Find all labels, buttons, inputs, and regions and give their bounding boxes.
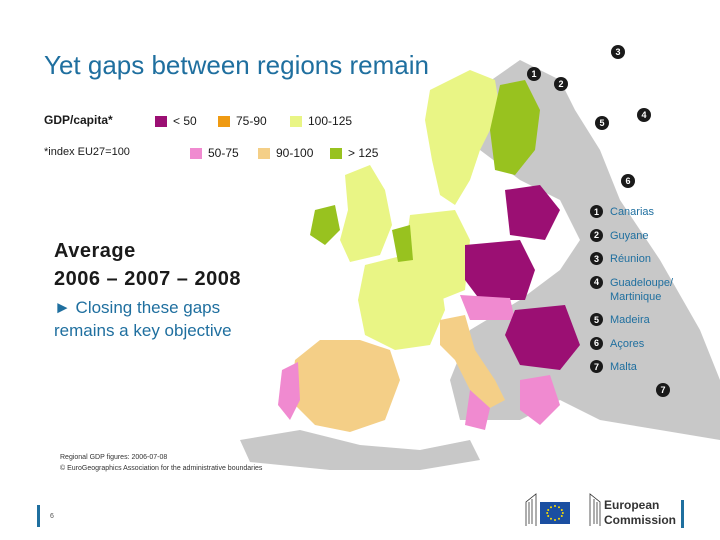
legend-label: > 125 [348, 146, 379, 160]
item-label: Açores [610, 337, 645, 350]
legend-swatch [190, 147, 202, 159]
page-number: 6 [50, 513, 54, 520]
item-label: Réunion [610, 253, 651, 265]
region-ireland [310, 205, 340, 245]
item-number: 3 [590, 252, 603, 265]
legend-swatch [290, 115, 302, 127]
legend-item-90-100: 90-100 [258, 146, 313, 160]
item-label: Madeira [610, 314, 650, 326]
item-number: 4 [590, 275, 603, 289]
region-poland [465, 240, 535, 300]
average-line2: 2006 – 2007 – 2008 [54, 268, 241, 290]
legend-heading: GDP/capita* [44, 113, 113, 127]
marker-3: 3 [611, 45, 625, 59]
region-germany [405, 210, 470, 300]
legend-swatch [218, 115, 230, 127]
outermost-item: 2 Guyane [590, 228, 690, 251]
marker-1: 1 [527, 67, 541, 81]
item-label: Canarias [610, 206, 655, 218]
outermost-item: 4 Guadeloupe/ Martinique [590, 275, 690, 312]
source-note: Regional GDP figures: 2006-07-08 © EuroG… [60, 452, 262, 474]
region-finland [490, 80, 540, 175]
region-south-italy [465, 390, 490, 430]
item-label: Malta [610, 361, 637, 373]
region-scandinavia [425, 70, 500, 205]
berlaymont-building-icon [525, 493, 601, 526]
source-line2: © EuroGeographics Association for the ad… [60, 465, 263, 472]
logo-accent-bar [681, 500, 684, 528]
marker-5: 5 [595, 116, 609, 130]
item-number: 2 [590, 228, 603, 242]
region-greece [520, 375, 560, 425]
eu-stars-icon [546, 505, 564, 521]
outermost-item: 1 Canarias [590, 205, 690, 227]
legend-swatch [258, 147, 270, 159]
marker-2: 2 [554, 77, 568, 91]
legend-label: 50-75 [208, 146, 239, 160]
item-label: Guyane [610, 229, 649, 242]
legend-label: 100-125 [308, 114, 353, 128]
item-number: 5 [590, 313, 603, 326]
marker-6: 6 [621, 174, 635, 188]
average-line1: Average [54, 240, 136, 262]
item-number: 1 [590, 205, 603, 218]
region-portugal [278, 362, 300, 420]
legend-label: < 50 [173, 114, 197, 128]
key-objective-message: ► Closing these gaps remains a key objec… [50, 296, 273, 342]
legend-item-gt125: > 125 [330, 146, 378, 160]
north-africa-land [240, 430, 480, 470]
logo-line2: Commission [604, 513, 677, 527]
item-number: 6 [590, 336, 603, 350]
region-romania-bulgaria [505, 305, 580, 370]
outermost-regions-list: 1 Canarias 2 Guyane 3 Réunion 4 Guadelou… [590, 205, 690, 384]
page-accent-bar [37, 505, 40, 527]
region-benelux [392, 225, 413, 262]
marker-4: 4 [637, 108, 651, 122]
source-line1: Regional GDP figures: 2006-07-08 [60, 454, 168, 461]
outermost-item: 5 Madeira [590, 313, 690, 335]
region-iberia [290, 340, 400, 432]
average-heading: Average 2006 – 2007 – 2008 [50, 237, 245, 293]
outermost-item: 3 Réunion [590, 252, 690, 274]
outermost-item: 7 Malta [590, 360, 690, 382]
region-czech-slovakia [460, 295, 515, 320]
page-title: Yet gaps between regions remain [44, 50, 429, 80]
item-label: Guadeloupe/ Martinique [610, 276, 673, 303]
legend-swatch [330, 147, 342, 159]
outermost-item: 6 Açores [590, 336, 690, 359]
legend-item-100-125: 100-125 [290, 114, 352, 128]
legend-item-50-75: 50-75 [190, 146, 239, 160]
logo-line1: European [604, 498, 660, 512]
legend-item-lt50: < 50 [155, 114, 197, 128]
european-commission-logo [525, 493, 601, 526]
legend-label: 75-90 [236, 114, 267, 128]
region-italy [440, 315, 505, 408]
legend-swatch [155, 115, 167, 127]
region-uk [340, 165, 392, 262]
item-number: 7 [590, 360, 603, 373]
legend-note: *index EU27=100 [44, 146, 130, 158]
region-baltic [505, 185, 560, 240]
eu-flag-icon [540, 502, 570, 524]
legend-label: 90-100 [276, 146, 314, 160]
legend-item-75-90: 75-90 [218, 114, 267, 128]
marker-7: 7 [656, 383, 670, 397]
logo-text: European Commission [604, 498, 676, 528]
